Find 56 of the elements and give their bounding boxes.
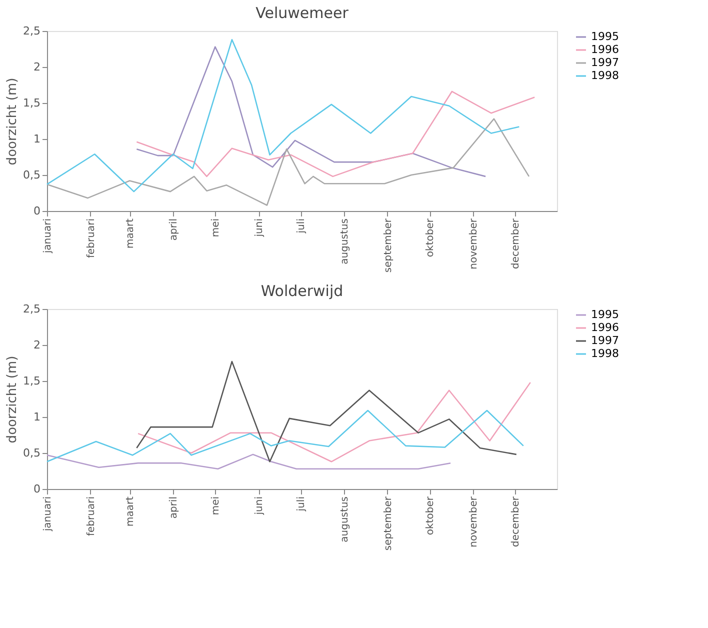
legend-label: 1995	[591, 308, 619, 321]
legend-label: 1997	[591, 334, 619, 347]
line-series	[46, 454, 452, 470]
x-tick-label: april	[168, 218, 180, 241]
x-tick-label: augustus	[340, 218, 351, 264]
line-series	[46, 118, 530, 206]
legend-label: 1998	[591, 347, 619, 360]
x-tick-label: september	[382, 496, 394, 551]
x-tick-label: september	[382, 218, 394, 273]
y-axis-title: doorzicht (m)	[5, 78, 20, 166]
x-tick-label: november	[468, 218, 480, 270]
x-tick-label: juni	[254, 496, 266, 516]
chart-title: Veluwemeer	[256, 4, 350, 22]
x-tick-label: mei	[210, 218, 222, 238]
y-tick-label: 0,5	[23, 168, 40, 182]
legend-label: 1998	[591, 69, 619, 82]
line-series	[136, 360, 518, 462]
legend-label: 1995	[591, 30, 619, 43]
x-tick-label: november	[468, 496, 480, 548]
line-series	[137, 382, 532, 462]
x-tick-label: oktober	[425, 496, 436, 536]
x-tick-label: juli	[296, 218, 308, 234]
y-tick-label: 2	[34, 60, 40, 74]
y-tick-label: 2,5	[23, 24, 40, 38]
x-tick-label: februari	[86, 496, 97, 536]
x-tick-label: mei	[210, 496, 222, 516]
legend-label: 1996	[591, 321, 619, 334]
x-tick-label: december	[510, 218, 522, 270]
x-tick-label: december	[510, 496, 522, 548]
y-tick-label: 2,5	[23, 302, 40, 316]
legend-label: 1997	[591, 56, 619, 69]
line-series	[136, 90, 536, 178]
x-tick-label: maart	[125, 496, 136, 527]
legend-label: 1996	[591, 43, 619, 56]
x-tick-label: januari	[42, 218, 54, 254]
x-tick-label: januari	[42, 496, 54, 532]
line-series	[136, 46, 486, 178]
x-tick-label: maart	[125, 218, 136, 249]
y-tick-label: 1	[34, 132, 40, 146]
x-tick-label: februari	[86, 218, 97, 258]
x-tick-label: augustus	[340, 496, 351, 542]
x-tick-label: juni	[254, 218, 266, 238]
y-tick-label: 1,5	[23, 374, 40, 388]
line-series	[46, 410, 524, 462]
chart-title: Wolderwijd	[260, 282, 344, 300]
x-tick-label: juli	[296, 496, 308, 512]
y-tick-label: 2	[34, 338, 40, 352]
y-tick-label: 0	[34, 204, 40, 218]
y-tick-label: 0	[34, 482, 40, 496]
x-tick-label: oktober	[425, 218, 436, 258]
y-tick-label: 1,5	[23, 96, 40, 110]
line-series	[46, 38, 520, 192]
y-tick-label: 0,5	[23, 446, 40, 460]
y-axis-title: doorzicht (m)	[5, 356, 20, 444]
y-tick-label: 1	[34, 410, 40, 424]
x-tick-label: april	[168, 496, 180, 519]
